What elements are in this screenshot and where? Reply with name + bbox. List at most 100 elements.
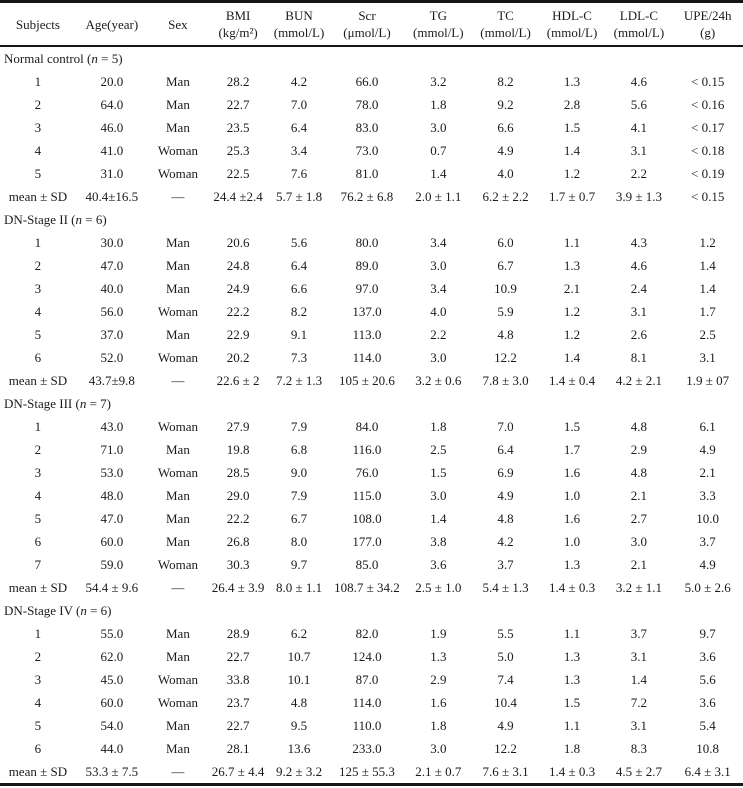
table-cell: 2.1 [630,556,648,572]
table-cell: 9.7 [290,556,308,572]
mean-sd-row: mean ± SD 43.7±9.8 — 22.6 ± 2 7.2 ± 1.3 105 ±… [0,369,743,392]
table-cell: 2.4 [630,280,648,296]
table-cell: 1.3 [430,648,447,664]
col-header-unit: (g) [700,25,716,40]
table-cell: 6.4 [290,119,308,135]
table-row: 4 48.0 Man 29.0 7.9 115.0 3.0 4.9 1.0 2.1 3.3 [0,484,743,507]
mean-sd-cell: 3.9 ± 1.3 [615,188,662,204]
col-header-age: Age(year) [76,2,148,47]
table-row: 6 60.0 Man 26.8 8.0 177.0 3.8 4.2 1.0 3.0 3.7 [0,530,743,553]
group-row: DN-Stage II (n = 6) [0,208,743,231]
col-header-unit: (mmol/L) [546,25,598,40]
mean-sd-cell: 43.7±9.8 [88,372,135,388]
mean-sd-cell: 1.9 ± 07 [686,372,730,388]
col-header-unit: (kg/m²) [218,25,258,40]
table-cell: Woman [157,303,198,319]
table-cell: 22.2 [226,303,250,319]
table-header: Subjects Age(year) Sex BMI (kg/m²) BUN (… [0,2,743,47]
table-cell: 2 [34,648,42,664]
table-cell: < 0.19 [690,165,725,181]
table-cell: 1.4 [563,142,581,158]
table-cell: < 0.16 [690,96,725,112]
table-cell: 26.8 [226,533,250,549]
table-cell: 60.0 [100,694,124,710]
table-cell: 1.3 [563,671,581,687]
mean-sd-cell: 5.4 ± 1.3 [482,579,529,595]
table-cell: 3.3 [699,487,716,503]
mean-sd-cell: 22.6 ± 2 [216,372,260,388]
table-cell: 12.2 [494,740,517,756]
table-cell: 1.1 [563,625,581,641]
table-cell: 4.0 [430,303,447,319]
table-cell: 82.0 [355,625,379,641]
table-cell: 5 [34,510,42,526]
group-label-n: n [91,50,98,66]
table-cell: 55.0 [100,625,124,641]
table-cell: 1 [34,418,42,434]
table-cell: 1.1 [563,717,581,733]
table-cell: 3.1 [630,648,648,664]
group-label-n: n [75,211,82,227]
table-cell: Man [166,648,190,664]
table-cell: 2 [34,441,42,457]
table-cell: 2.2 [430,326,447,342]
table-cell: 76.0 [355,464,379,480]
table-cell: 6.6 [497,119,514,135]
table-cell: 47.0 [100,510,124,526]
mean-sd-cell: 6.2 ± 2.2 [482,188,529,204]
table-cell: 9.5 [290,717,308,733]
table-cell: 1.3 [563,73,581,89]
table-cell: 3.2 [430,73,447,89]
table-cell: 113.0 [352,326,382,342]
table-cell: 3.0 [630,533,648,549]
table-cell: 28.9 [226,625,250,641]
table-cell: 6 [34,533,42,549]
table-cell: 8.2 [290,303,308,319]
table-cell: 53.0 [100,464,124,480]
table-cell: 12.2 [494,349,517,365]
table-cell: Man [166,96,190,112]
table-cell: 62.0 [100,648,124,664]
table-cell: 7.0 [290,96,308,112]
table-cell: 6.4 [290,257,308,273]
mean-sd-cell: 54.4 ± 9.6 [85,579,139,595]
table-cell: 66.0 [355,73,379,89]
table-cell: 1.6 [430,694,447,710]
group-label-cell: DN-Stage II (n = 6) [0,208,743,231]
table-cell: 84.0 [355,418,379,434]
table-cell: 1.4 [430,165,447,181]
table-cell: 1.3 [563,556,581,572]
table-cell: Man [166,234,190,250]
table-cell: 1.5 [563,418,581,434]
table-cell: 13.6 [287,740,311,756]
table-cell: 5 [34,717,42,733]
table-cell: 1.9 [430,625,447,641]
col-header-unit: (μmol/L) [343,25,391,40]
mean-sd-cell: 2.0 ± 1.1 [415,188,462,204]
table-cell: 3.8 [430,533,447,549]
table-cell: 3.4 [430,234,447,250]
table-cell: 4.9 [497,142,514,158]
table-cell: 3 [34,464,42,480]
table-cell: 10.7 [287,648,311,664]
table-cell: 4.9 [699,441,716,457]
table-row: 6 44.0 Man 28.1 13.6 233.0 3.0 12.2 1.8 8.3 10.8 [0,737,743,760]
mean-sd-cell: — [171,579,185,595]
table-cell: 3.4 [430,280,447,296]
col-header-hdlc: HDL-C (mmol/L) [539,2,606,47]
table-cell: 1 [34,625,42,641]
table-cell: Man [166,717,190,733]
mean-sd-cell: 76.2 ± 6.8 [340,188,394,204]
table-cell: 9.7 [699,625,716,641]
table-cell: 56.0 [100,303,124,319]
table-cell: 9.2 [497,96,514,112]
table-cell: 45.0 [100,671,124,687]
mean-sd-cell: 1.7 ± 0.7 [548,188,596,204]
table-cell: 1.7 [699,303,716,319]
table-cell: 4.8 [497,326,514,342]
table-cell: 2 [34,257,42,273]
table-body: Normal control (n = 5) 1 20.0 Man 28.2 4.2 66.… [0,46,743,785]
mean-sd-cell: 26.4 ± 3.9 [211,579,265,595]
group-row: Normal control (n = 5) [0,46,743,70]
table-cell: 1.6 [563,464,581,480]
